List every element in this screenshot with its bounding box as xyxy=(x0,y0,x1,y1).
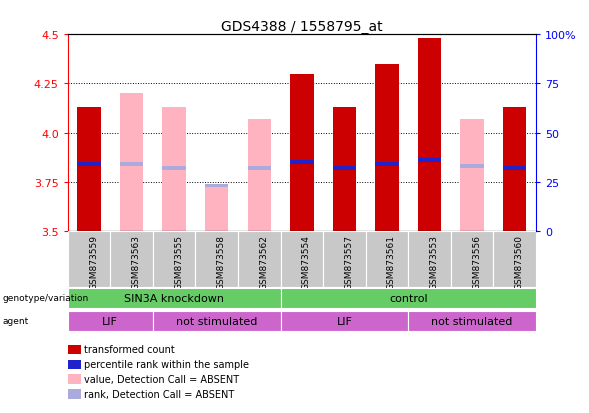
Text: rank, Detection Call = ABSENT: rank, Detection Call = ABSENT xyxy=(84,389,234,399)
Text: not stimulated: not stimulated xyxy=(176,316,257,326)
Bar xyxy=(503,108,527,231)
Bar xyxy=(290,74,313,231)
Bar xyxy=(68,311,153,331)
Text: GSM873562: GSM873562 xyxy=(259,234,269,289)
Bar xyxy=(375,163,399,166)
Text: GSM873563: GSM873563 xyxy=(131,234,141,289)
Bar xyxy=(366,231,408,287)
Bar xyxy=(163,167,186,170)
Bar xyxy=(247,167,271,170)
Bar xyxy=(408,231,451,287)
Text: GSM873560: GSM873560 xyxy=(515,234,524,289)
Bar xyxy=(290,161,313,164)
Bar xyxy=(205,184,229,188)
Text: LIF: LIF xyxy=(336,316,352,326)
Text: value, Detection Call = ABSENT: value, Detection Call = ABSENT xyxy=(84,374,239,384)
Bar xyxy=(120,163,143,166)
Bar xyxy=(280,311,408,331)
Text: GSM873556: GSM873556 xyxy=(472,234,481,289)
Text: SIN3A knockdown: SIN3A knockdown xyxy=(124,293,224,303)
Bar xyxy=(205,184,229,231)
Text: control: control xyxy=(389,293,428,303)
Text: GSM873558: GSM873558 xyxy=(217,234,226,289)
Bar xyxy=(333,108,356,231)
Text: GSM873557: GSM873557 xyxy=(345,234,353,289)
Text: GSM873554: GSM873554 xyxy=(302,234,311,289)
Text: GSM873555: GSM873555 xyxy=(174,234,183,289)
Bar xyxy=(461,165,484,169)
Bar xyxy=(451,231,494,287)
Bar xyxy=(333,167,356,170)
Bar xyxy=(375,64,399,231)
Text: agent: agent xyxy=(3,317,29,325)
Bar xyxy=(494,231,536,287)
Bar xyxy=(461,119,484,231)
Bar xyxy=(238,231,280,287)
Text: genotype/variation: genotype/variation xyxy=(3,294,89,302)
Text: not stimulated: not stimulated xyxy=(432,316,513,326)
Bar xyxy=(418,159,441,162)
Text: transformed count: transformed count xyxy=(84,344,175,354)
Bar xyxy=(163,108,186,231)
Bar xyxy=(153,311,280,331)
Bar xyxy=(68,288,280,308)
Bar xyxy=(280,288,536,308)
Text: LIF: LIF xyxy=(102,316,118,326)
Bar xyxy=(418,39,441,231)
Bar xyxy=(77,163,101,166)
Text: GSM873559: GSM873559 xyxy=(89,234,98,289)
Bar xyxy=(408,311,536,331)
Bar xyxy=(503,167,527,170)
Bar xyxy=(77,108,101,231)
Bar xyxy=(247,119,271,231)
Text: GSM873561: GSM873561 xyxy=(387,234,396,289)
Bar xyxy=(153,231,196,287)
Text: percentile rank within the sample: percentile rank within the sample xyxy=(84,359,249,369)
Bar xyxy=(323,231,366,287)
Bar xyxy=(68,231,110,287)
Bar xyxy=(110,231,153,287)
Bar xyxy=(120,94,143,231)
Bar xyxy=(196,231,238,287)
Bar xyxy=(280,231,323,287)
Title: GDS4388 / 1558795_at: GDS4388 / 1558795_at xyxy=(221,20,383,34)
Text: GSM873553: GSM873553 xyxy=(429,234,439,289)
